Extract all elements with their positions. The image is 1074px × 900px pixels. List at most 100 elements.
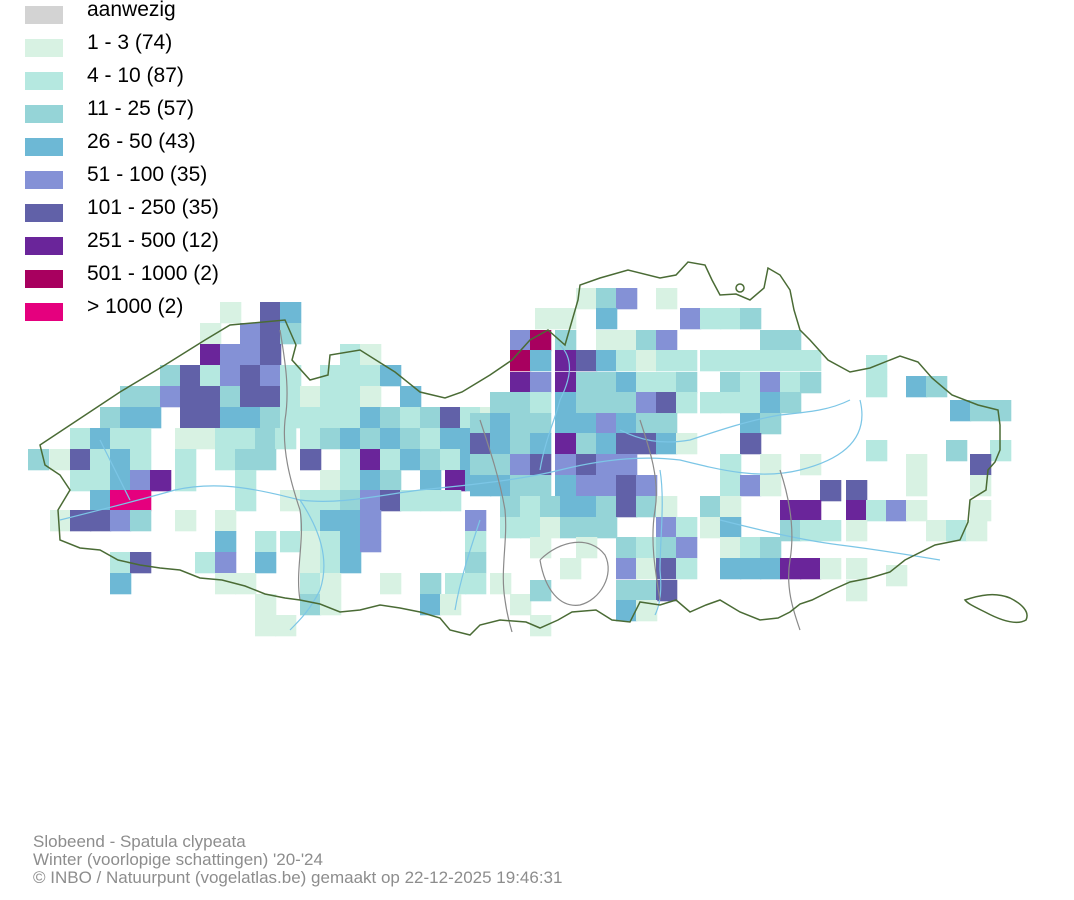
legend-item-4-10: 4 - 10 (87) <box>25 64 325 99</box>
grid-cell <box>680 308 702 330</box>
grid-cell <box>720 392 742 414</box>
grid-cell <box>926 376 948 398</box>
river <box>454 519 481 611</box>
grid-cell <box>720 537 742 559</box>
grid-cell <box>175 428 197 450</box>
grid-cell <box>720 517 742 539</box>
grid-cell <box>926 520 948 542</box>
grid-cell <box>530 615 552 637</box>
grid-cell <box>596 475 618 497</box>
grid-cell <box>616 330 638 352</box>
grid-cell <box>616 372 638 394</box>
grid-cell <box>255 449 277 471</box>
grid-cell <box>780 372 802 394</box>
grid-cell <box>596 308 618 330</box>
grid-cell <box>780 500 802 522</box>
grid-cell <box>420 428 442 450</box>
grid-cell <box>676 350 698 372</box>
grid-cell <box>300 407 322 429</box>
grid-cell <box>676 517 698 539</box>
legend-item-251-500: 251 - 500 (12) <box>25 229 325 264</box>
grid-cell <box>340 365 362 387</box>
grid-cell <box>530 433 552 455</box>
grid-cell <box>656 537 678 559</box>
grid-cell <box>510 330 532 352</box>
grid-cell <box>576 392 598 414</box>
grid-cell <box>780 392 802 414</box>
grid-cell <box>110 510 132 532</box>
grid-cell <box>130 449 152 471</box>
grid-cell <box>700 496 722 518</box>
grid-cell <box>886 565 908 587</box>
grid-cell <box>255 552 277 574</box>
grid-cell <box>950 400 972 422</box>
grid-cell <box>180 407 202 429</box>
grid-cell <box>110 449 132 471</box>
grid-cell <box>846 580 868 602</box>
grid-cell <box>760 330 782 352</box>
grid-cell <box>616 433 638 455</box>
grid-cell <box>800 454 822 476</box>
grid-cell <box>440 594 462 616</box>
grid-cell <box>50 510 72 532</box>
species-title: Slobeend - Spatula clypeata <box>33 832 246 851</box>
grid-cell <box>340 344 362 366</box>
grid-cell <box>140 386 162 408</box>
grid-cell <box>530 372 552 394</box>
grid-cell <box>240 344 262 366</box>
grid-cell <box>510 594 532 616</box>
grid-cell <box>740 475 762 497</box>
grid-cell <box>420 490 442 512</box>
grid-cell <box>320 470 342 492</box>
grid-cell <box>846 480 868 502</box>
grid-cell <box>50 449 72 471</box>
legend-label: aanwezig <box>87 0 176 21</box>
grid-cell <box>760 392 782 414</box>
legend-label: > 1000 (2) <box>87 295 184 318</box>
grid-cell <box>510 372 532 394</box>
grid-cell <box>596 413 618 435</box>
grid-cell <box>740 350 762 372</box>
grid-cell <box>700 517 722 539</box>
grid-cell <box>560 558 582 580</box>
grid-cell <box>576 475 598 497</box>
grid-cell <box>636 475 658 497</box>
grid-cell <box>970 500 992 522</box>
grid-cell <box>555 392 577 414</box>
grid-cell <box>530 350 552 372</box>
grid-cell <box>400 428 422 450</box>
grid-cells <box>28 288 1012 637</box>
grid-cell <box>490 573 512 595</box>
grid-cell <box>720 558 742 580</box>
grid-cell <box>255 615 277 637</box>
grid-cell <box>420 449 442 471</box>
island-marker <box>735 283 745 293</box>
grid-cell <box>260 344 282 366</box>
grid-cell <box>28 449 50 471</box>
grid-cell <box>360 510 382 532</box>
legend-item-51-100: 51 - 100 (35) <box>25 163 325 198</box>
grid-cell <box>780 330 802 352</box>
grid-cell <box>555 454 577 476</box>
grid-cell <box>380 407 402 429</box>
grid-cell <box>195 552 217 574</box>
grid-cell <box>300 594 322 616</box>
grid-cell <box>360 531 382 553</box>
grid-cell <box>555 433 577 455</box>
grid-cell <box>490 475 512 497</box>
legend-item-1-3: 1 - 3 (74) <box>25 31 325 66</box>
province-borders <box>279 329 801 633</box>
grid-cell <box>300 449 322 471</box>
grid-cell <box>140 407 162 429</box>
grid-cell <box>465 552 487 574</box>
grid-cell <box>215 531 237 553</box>
grid-cell <box>656 433 678 455</box>
legend-label: 251 - 500 (12) <box>87 229 219 252</box>
grid-cell <box>740 537 762 559</box>
grid-cell <box>616 600 638 622</box>
grid-cell <box>320 552 342 574</box>
legend-swatch <box>25 270 63 288</box>
grid-cell <box>420 407 442 429</box>
grid-cell <box>320 510 342 532</box>
river <box>289 499 325 631</box>
